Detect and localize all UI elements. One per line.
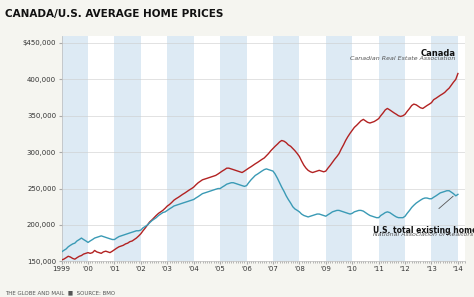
Bar [431,36,458,261]
Text: Canadian Real Estate Association: Canadian Real Estate Association [350,56,455,61]
Bar [326,36,352,261]
Bar [273,36,300,261]
Bar [114,36,141,261]
Bar [62,36,88,261]
Bar [167,36,194,261]
Bar [220,36,246,261]
Text: CANADA/U.S. AVERAGE HOME PRICES: CANADA/U.S. AVERAGE HOME PRICES [5,9,223,19]
Bar [379,36,405,261]
Text: National Association of Realtors: National Association of Realtors [374,232,474,237]
Text: THE GLOBE AND MAIL  ■  SOURCE: BMO: THE GLOBE AND MAIL ■ SOURCE: BMO [5,290,115,296]
Text: U.S. total existing homes: U.S. total existing homes [374,226,474,236]
Text: Canada: Canada [420,49,455,58]
